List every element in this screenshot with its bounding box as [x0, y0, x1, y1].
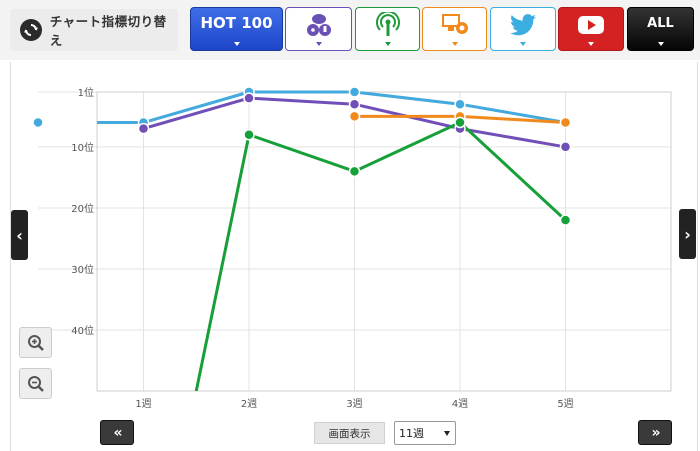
zoom-in-button[interactable]: [19, 327, 52, 358]
youtube-play-icon: [578, 16, 604, 34]
tab-sales[interactable]: [285, 7, 352, 51]
tab-radio[interactable]: [355, 7, 420, 51]
prev-page-button[interactable]: «: [100, 420, 134, 445]
tab-twitter[interactable]: [490, 7, 556, 51]
chevron-left-icon: ‹: [16, 225, 23, 245]
zoom-out-button[interactable]: [19, 368, 52, 399]
zoom-out-icon: [27, 375, 44, 392]
scroll-left-button[interactable]: ‹: [11, 210, 28, 260]
tab-all[interactable]: ALL: [627, 7, 694, 51]
pc-lookup-icon: [441, 14, 468, 34]
tab-all-label: ALL: [647, 15, 674, 31]
caret-down-icon: [233, 42, 240, 46]
weeks-select[interactable]: 11週: [394, 421, 456, 445]
twitter-bird-icon: [510, 14, 536, 36]
zoom-in-icon: [27, 334, 44, 351]
caret-down-icon: [451, 42, 458, 46]
double-chevron-left-icon: «: [113, 424, 122, 441]
caret-down-icon: [657, 42, 664, 46]
weeks-select-value: 11週: [399, 427, 424, 440]
caret-down-icon: [384, 42, 391, 46]
display-label: 画面表示: [314, 422, 385, 444]
tab-youtube[interactable]: [558, 7, 624, 51]
caret-down-icon: [588, 42, 594, 46]
cd-download-icon: [306, 14, 331, 36]
next-page-button[interactable]: »: [638, 420, 672, 445]
caret-down-icon: [520, 42, 526, 46]
chart-index-switch-label: チャート指標切り替え: [10, 9, 178, 51]
switch-label-text: チャート指標切り替え: [49, 14, 167, 48]
caret-down-icon: [315, 42, 322, 46]
tab-lookup[interactable]: [422, 7, 487, 51]
chevron-down-icon: [444, 431, 450, 436]
tab-hot100-label: HOT 100: [200, 14, 273, 32]
scroll-right-button[interactable]: ›: [679, 209, 696, 259]
tab-hot100[interactable]: HOT 100: [190, 7, 283, 51]
double-chevron-right-icon: »: [651, 424, 660, 441]
radio-antenna-icon: [375, 12, 400, 36]
chevron-right-icon: ›: [684, 224, 691, 244]
chart-frame: [10, 62, 698, 451]
chart-toolbar: チャート指標切り替え HOT 100: [0, 0, 700, 60]
refresh-icon: [20, 19, 42, 41]
